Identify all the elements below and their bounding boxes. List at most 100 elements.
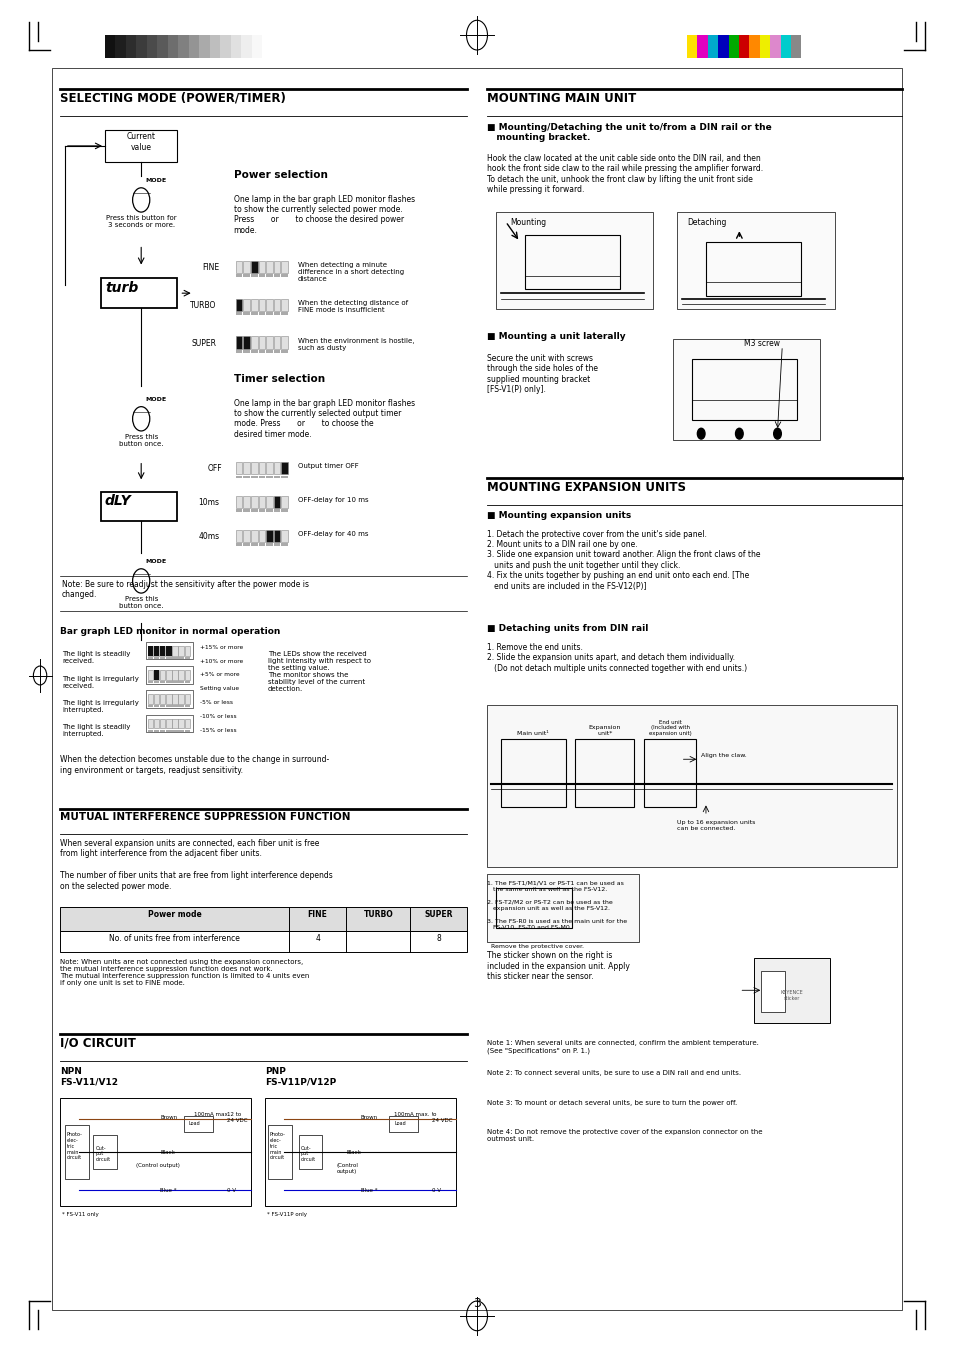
Bar	[235, 496, 242, 508]
Text: When the detection becomes unstable due to the change in surround-
ing environme: When the detection becomes unstable due …	[60, 755, 329, 774]
Text: No. of units free from interference: No. of units free from interference	[109, 934, 240, 943]
Bar	[258, 476, 265, 478]
Bar	[243, 530, 250, 542]
Bar	[697, 35, 707, 58]
Text: -5% or less: -5% or less	[200, 700, 233, 705]
Bar	[243, 543, 250, 546]
Bar	[146, 690, 193, 708]
Text: 3. The FS-R0 is used as the main unit for the
   FS-V10, FS-T0 and FS-M0.: 3. The FS-R0 is used as the main unit fo…	[486, 919, 626, 929]
Bar	[148, 657, 153, 659]
Bar	[496, 212, 653, 309]
Bar	[160, 705, 165, 708]
Bar	[251, 509, 257, 512]
Bar	[524, 235, 619, 289]
Text: SELECTING MODE (POWER/TIMER): SELECTING MODE (POWER/TIMER)	[60, 92, 286, 105]
Bar	[274, 543, 280, 546]
Bar	[105, 130, 177, 162]
Bar	[258, 274, 265, 277]
Bar	[184, 694, 190, 704]
Bar	[500, 739, 565, 807]
Text: Secure the unit with screws
through the side holes of the
supplied mounting brac: Secure the unit with screws through the …	[486, 354, 597, 394]
Circle shape	[773, 428, 781, 439]
Circle shape	[735, 428, 742, 439]
Text: Power selection: Power selection	[233, 170, 327, 180]
Text: +15% or more: +15% or more	[200, 644, 243, 650]
Bar	[252, 35, 262, 58]
Bar	[172, 670, 177, 680]
Text: MOUNTING EXPANSION UNITS: MOUNTING EXPANSION UNITS	[486, 481, 685, 494]
Bar	[266, 336, 273, 349]
Text: Photo-
elec-
tric
main
circuit: Photo- elec- tric main circuit	[270, 1132, 286, 1161]
Text: Detaching: Detaching	[686, 218, 725, 227]
Bar	[172, 719, 177, 728]
Text: -15% or less: -15% or less	[200, 728, 236, 734]
Bar	[258, 509, 265, 512]
Bar	[153, 646, 159, 655]
Text: Note 3: To mount or detach several units, be sure to turn the power off.: Note 3: To mount or detach several units…	[486, 1100, 736, 1105]
Bar	[148, 681, 153, 684]
Bar	[153, 730, 159, 732]
Bar	[266, 530, 273, 542]
Bar	[60, 907, 467, 931]
Bar	[265, 1098, 456, 1206]
Bar	[281, 509, 288, 512]
Bar	[274, 350, 280, 353]
Bar	[60, 907, 467, 931]
Text: Note 2: To connect several units, be sure to use a DIN rail and end units.: Note 2: To connect several units, be sur…	[486, 1070, 740, 1075]
Text: MODE: MODE	[145, 178, 166, 184]
Text: The light is steadily
received.: The light is steadily received.	[62, 651, 131, 665]
Text: 2. FS-T2/M2 or PS-T2 can be used as the
   expansion unit as well as the FS-V12.: 2. FS-T2/M2 or PS-T2 can be used as the …	[486, 900, 612, 911]
Bar	[274, 496, 280, 508]
Bar	[274, 462, 280, 474]
Bar	[760, 971, 784, 1012]
Bar	[274, 261, 280, 273]
Bar	[486, 705, 896, 867]
Bar	[780, 35, 790, 58]
Text: Bar graph LED monitor in normal operation: Bar graph LED monitor in normal operatio…	[60, 627, 280, 636]
Text: dLY: dLY	[105, 494, 132, 508]
Text: PNP
FS-V11P/V12P: PNP FS-V11P/V12P	[265, 1067, 336, 1086]
Text: One lamp in the bar graph LED monitor flashes
to show the currently selected pow: One lamp in the bar graph LED monitor fl…	[233, 195, 415, 235]
Text: ■ Mounting expansion units: ■ Mounting expansion units	[486, 511, 630, 520]
Text: M3 screw: M3 screw	[743, 339, 780, 349]
Bar	[147, 35, 157, 58]
Bar	[160, 730, 165, 732]
Bar	[235, 350, 242, 353]
Bar	[65, 1125, 89, 1179]
Bar	[243, 261, 250, 273]
Bar	[148, 694, 153, 704]
Text: TURBO: TURBO	[190, 301, 216, 309]
Text: Note: Be sure to readjust the sensitivity after the power mode is
changed.: Note: Be sure to readjust the sensitivit…	[62, 580, 309, 598]
Text: OFF-delay for 40 ms: OFF-delay for 40 ms	[297, 531, 368, 536]
Bar	[266, 274, 273, 277]
Bar	[251, 299, 257, 311]
Bar	[160, 657, 165, 659]
Bar	[166, 705, 172, 708]
Text: 3: 3	[473, 1297, 480, 1310]
Bar	[166, 681, 172, 684]
Bar	[235, 543, 242, 546]
Bar	[266, 462, 273, 474]
Bar	[184, 730, 190, 732]
Bar	[251, 530, 257, 542]
Text: NPN
FS-V11/V12: NPN FS-V11/V12	[60, 1067, 118, 1086]
Text: FINE: FINE	[308, 911, 327, 919]
Bar	[266, 509, 273, 512]
Text: ■ Detaching units from DIN rail: ■ Detaching units from DIN rail	[486, 624, 647, 634]
Bar	[281, 462, 288, 474]
Text: Up to 16 expansion units
can be connected.: Up to 16 expansion units can be connecte…	[677, 820, 755, 831]
Bar	[101, 278, 177, 308]
Bar	[274, 476, 280, 478]
Bar	[160, 694, 165, 704]
Bar	[243, 312, 250, 315]
Bar	[258, 462, 265, 474]
Bar	[172, 705, 177, 708]
Bar	[266, 476, 273, 478]
Bar	[172, 657, 177, 659]
Bar	[172, 646, 177, 655]
Bar	[153, 705, 159, 708]
Bar	[153, 657, 159, 659]
Bar	[677, 212, 834, 309]
Bar	[496, 888, 572, 928]
Bar	[148, 705, 153, 708]
